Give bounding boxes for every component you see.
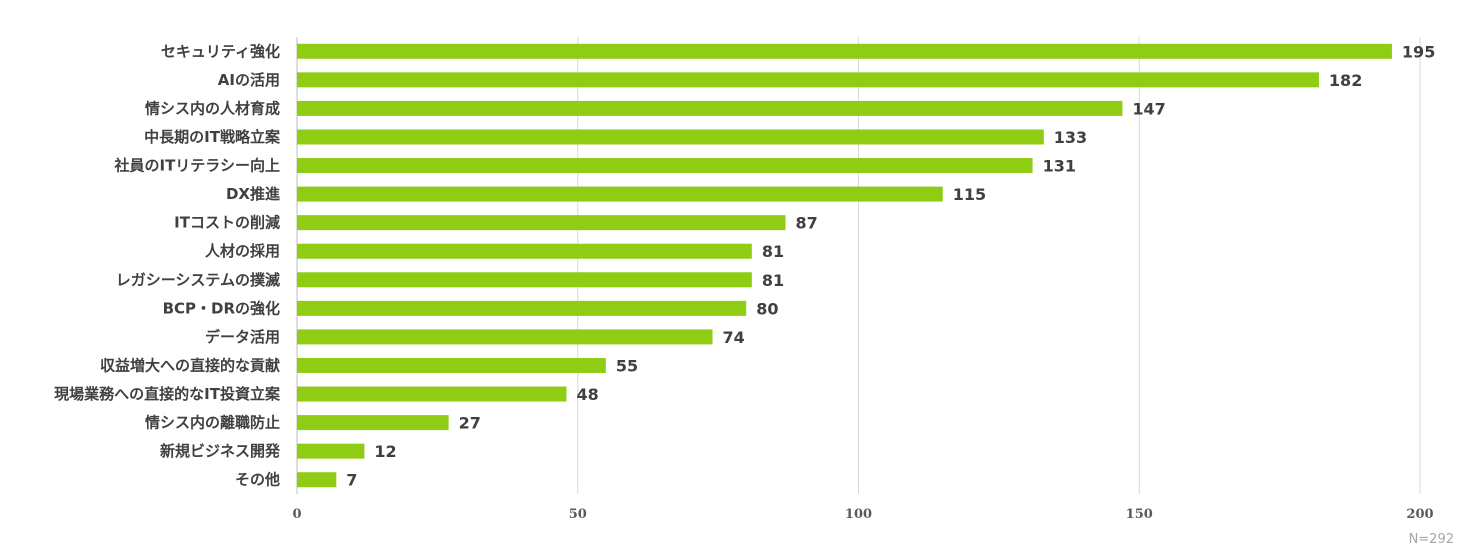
category-label: 現場業務への直接的なIT投資立案 <box>54 385 281 403</box>
value-label: 147 <box>1132 99 1165 118</box>
value-label: 81 <box>762 271 784 290</box>
bar <box>297 272 752 288</box>
value-label: 182 <box>1329 71 1362 90</box>
category-label: ITコストの削減 <box>174 214 280 232</box>
category-label: 人材の採用 <box>205 242 280 260</box>
category-label: セキュリティ強化 <box>161 42 280 60</box>
bar <box>297 472 337 488</box>
category-label: 収益増大への直接的な貢献 <box>100 356 280 374</box>
bar <box>297 43 1392 59</box>
value-label: 74 <box>723 328 745 347</box>
value-label: 133 <box>1054 128 1087 147</box>
category-label: 社員のITリテラシー向上 <box>113 157 280 175</box>
category-label: その他 <box>235 471 280 489</box>
bar <box>297 158 1033 174</box>
value-label: 55 <box>616 356 638 375</box>
category-label: レガシーシステムの撲滅 <box>116 271 280 289</box>
bar <box>297 329 713 345</box>
bar <box>297 100 1123 116</box>
value-label: 81 <box>762 242 784 261</box>
x-tick-label: 100 <box>845 507 872 522</box>
value-label: 48 <box>577 385 599 404</box>
value-label: 80 <box>756 299 778 318</box>
x-tick-label: 0 <box>292 507 301 522</box>
sample-size-note: N=292 <box>1408 532 1454 547</box>
category-label: BCP・DRの強化 <box>163 299 280 317</box>
category-label: 新規ビジネス開発 <box>160 442 281 460</box>
bar <box>297 415 449 431</box>
x-tick-label: 150 <box>1126 507 1153 522</box>
x-tick-label: 200 <box>1406 507 1433 522</box>
x-tick-label: 50 <box>569 507 587 522</box>
category-label: データ活用 <box>205 328 280 346</box>
value-label: 87 <box>796 214 818 233</box>
category-label: 中長期のIT戦略立案 <box>144 128 281 146</box>
bar <box>297 300 747 316</box>
bar <box>297 72 1319 88</box>
value-label: 27 <box>459 414 481 433</box>
bar-layer <box>297 43 1392 488</box>
category-label: 情シス内の離職防止 <box>145 414 280 432</box>
value-label: 12 <box>374 442 396 461</box>
value-label: 115 <box>953 185 986 204</box>
category-label: DX推進 <box>226 185 281 203</box>
bar <box>297 443 365 459</box>
bar <box>297 243 752 259</box>
value-label: 195 <box>1402 42 1435 61</box>
bar <box>297 129 1044 145</box>
bar <box>297 386 567 402</box>
category-label: AIの活用 <box>218 71 280 89</box>
bar <box>297 215 786 231</box>
value-label: 131 <box>1043 157 1076 176</box>
bar <box>297 357 606 373</box>
bar <box>297 186 943 202</box>
value-label: 7 <box>346 471 357 490</box>
category-label: 情シス内の人材育成 <box>145 99 280 117</box>
label-layer: 0 50 100 150 200 セキュリティ強化 195 AIの活用 182 情シス内の人材育成… <box>54 42 1435 522</box>
